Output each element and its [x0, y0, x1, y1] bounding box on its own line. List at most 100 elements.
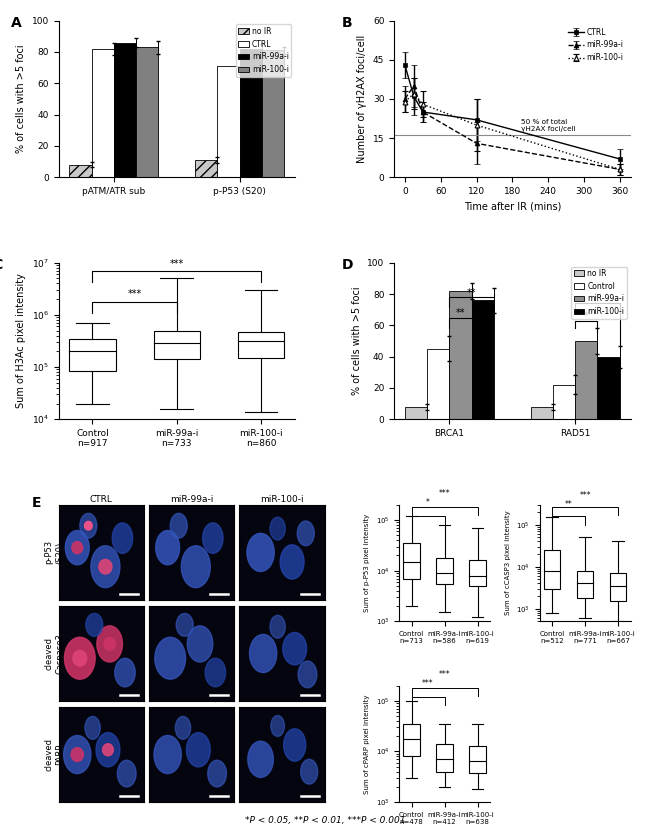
Ellipse shape: [99, 559, 112, 574]
Ellipse shape: [170, 514, 187, 538]
Bar: [469, 746, 486, 772]
Bar: [70, 339, 116, 370]
Ellipse shape: [65, 530, 89, 565]
Ellipse shape: [64, 735, 91, 773]
Bar: [469, 561, 486, 586]
Ellipse shape: [181, 546, 211, 588]
Text: ***: ***: [422, 679, 434, 688]
Ellipse shape: [248, 741, 274, 777]
Ellipse shape: [203, 523, 223, 553]
Legend: no IR, Control, miR-99a-i, miR-100-i: no IR, Control, miR-99a-i, miR-100-i: [571, 266, 627, 318]
Y-axis label: % of cells with >5 foci: % of cells with >5 foci: [352, 287, 361, 395]
Bar: [240, 49, 262, 177]
Ellipse shape: [85, 716, 100, 739]
Text: A: A: [11, 16, 22, 30]
Bar: [262, 50, 284, 177]
Ellipse shape: [156, 530, 179, 565]
Bar: [70, 165, 92, 177]
Ellipse shape: [301, 759, 318, 784]
Bar: [544, 550, 560, 589]
Ellipse shape: [71, 748, 83, 762]
Ellipse shape: [64, 638, 95, 679]
Ellipse shape: [97, 626, 122, 662]
Legend: no IR, CTRL, miR-99a-i, miR-100-i: no IR, CTRL, miR-99a-i, miR-100-i: [236, 25, 291, 77]
Bar: [577, 571, 593, 598]
Ellipse shape: [112, 523, 133, 553]
Text: ***: ***: [127, 289, 142, 299]
Ellipse shape: [176, 614, 193, 636]
Text: **: **: [456, 308, 465, 318]
Text: ***: ***: [439, 489, 450, 498]
Text: ***: ***: [439, 670, 450, 679]
Ellipse shape: [80, 514, 97, 538]
Bar: [92, 49, 114, 177]
Y-axis label: Sum of H3Ac pixel intensity: Sum of H3Ac pixel intensity: [16, 274, 26, 409]
Bar: [530, 407, 553, 419]
Title: miR-100-i: miR-100-i: [260, 495, 304, 504]
Ellipse shape: [297, 521, 315, 546]
Ellipse shape: [154, 735, 181, 773]
Legend: CTRL, miR-99a-i, miR-100-i: CTRL, miR-99a-i, miR-100-i: [566, 25, 627, 65]
Bar: [610, 573, 627, 601]
Bar: [553, 385, 575, 419]
Ellipse shape: [283, 729, 305, 761]
Ellipse shape: [115, 658, 135, 687]
Ellipse shape: [155, 638, 185, 679]
Text: *: *: [584, 311, 589, 321]
Ellipse shape: [283, 633, 307, 665]
Bar: [436, 557, 453, 584]
Bar: [114, 43, 136, 177]
Ellipse shape: [247, 533, 274, 571]
Bar: [436, 744, 453, 772]
Ellipse shape: [96, 733, 120, 767]
Text: ***: ***: [170, 259, 184, 269]
Text: *: *: [426, 499, 430, 508]
Ellipse shape: [270, 517, 285, 540]
Y-axis label: Number of γH2AX foci/cell: Number of γH2AX foci/cell: [358, 35, 367, 163]
X-axis label: Time after IR (mins): Time after IR (mins): [463, 202, 561, 212]
Bar: [153, 331, 200, 360]
Ellipse shape: [86, 614, 103, 636]
Bar: [597, 356, 619, 419]
Ellipse shape: [271, 715, 285, 736]
Bar: [472, 300, 494, 419]
Ellipse shape: [104, 638, 116, 650]
Y-axis label: Sum of p-P53 pixel intensity: Sum of p-P53 pixel intensity: [364, 514, 370, 612]
Bar: [575, 341, 597, 419]
Ellipse shape: [176, 716, 190, 739]
Ellipse shape: [270, 615, 285, 638]
Ellipse shape: [103, 743, 113, 756]
Text: B: B: [342, 16, 353, 30]
Bar: [427, 349, 449, 419]
Text: C: C: [0, 258, 3, 272]
Ellipse shape: [208, 760, 226, 787]
Ellipse shape: [298, 661, 317, 688]
Text: E: E: [32, 496, 42, 509]
Bar: [238, 332, 284, 358]
Ellipse shape: [84, 521, 92, 530]
Ellipse shape: [250, 634, 277, 672]
Ellipse shape: [73, 651, 86, 666]
Text: *P < 0.05, **P < 0.01, ***P < 0.001: *P < 0.05, **P < 0.01, ***P < 0.001: [245, 816, 405, 825]
Text: **: **: [565, 500, 573, 509]
Ellipse shape: [72, 542, 83, 553]
Y-axis label: p-P53
(S20): p-P53 (S20): [45, 540, 64, 565]
Y-axis label: Sum of cCASP3 pixel intensity: Sum of cCASP3 pixel intensity: [504, 511, 511, 615]
Text: *: *: [595, 294, 600, 304]
Bar: [403, 543, 420, 579]
Y-axis label: cleaved
Caspase3: cleaved Caspase3: [45, 633, 64, 674]
Y-axis label: cleaved
PARP: cleaved PARP: [45, 738, 64, 771]
Ellipse shape: [91, 546, 120, 588]
Text: ***: ***: [579, 490, 591, 500]
Bar: [403, 724, 420, 757]
Ellipse shape: [187, 626, 213, 662]
Ellipse shape: [205, 658, 226, 687]
Y-axis label: Sum of cPARP pixel intensity: Sum of cPARP pixel intensity: [364, 694, 370, 794]
Bar: [217, 66, 240, 177]
Text: 50 % of total
γH2AX foci/cell: 50 % of total γH2AX foci/cell: [521, 118, 576, 131]
Bar: [449, 291, 472, 419]
Text: D: D: [342, 258, 354, 272]
Text: **: **: [467, 288, 476, 298]
Bar: [405, 407, 427, 419]
Ellipse shape: [118, 760, 136, 787]
